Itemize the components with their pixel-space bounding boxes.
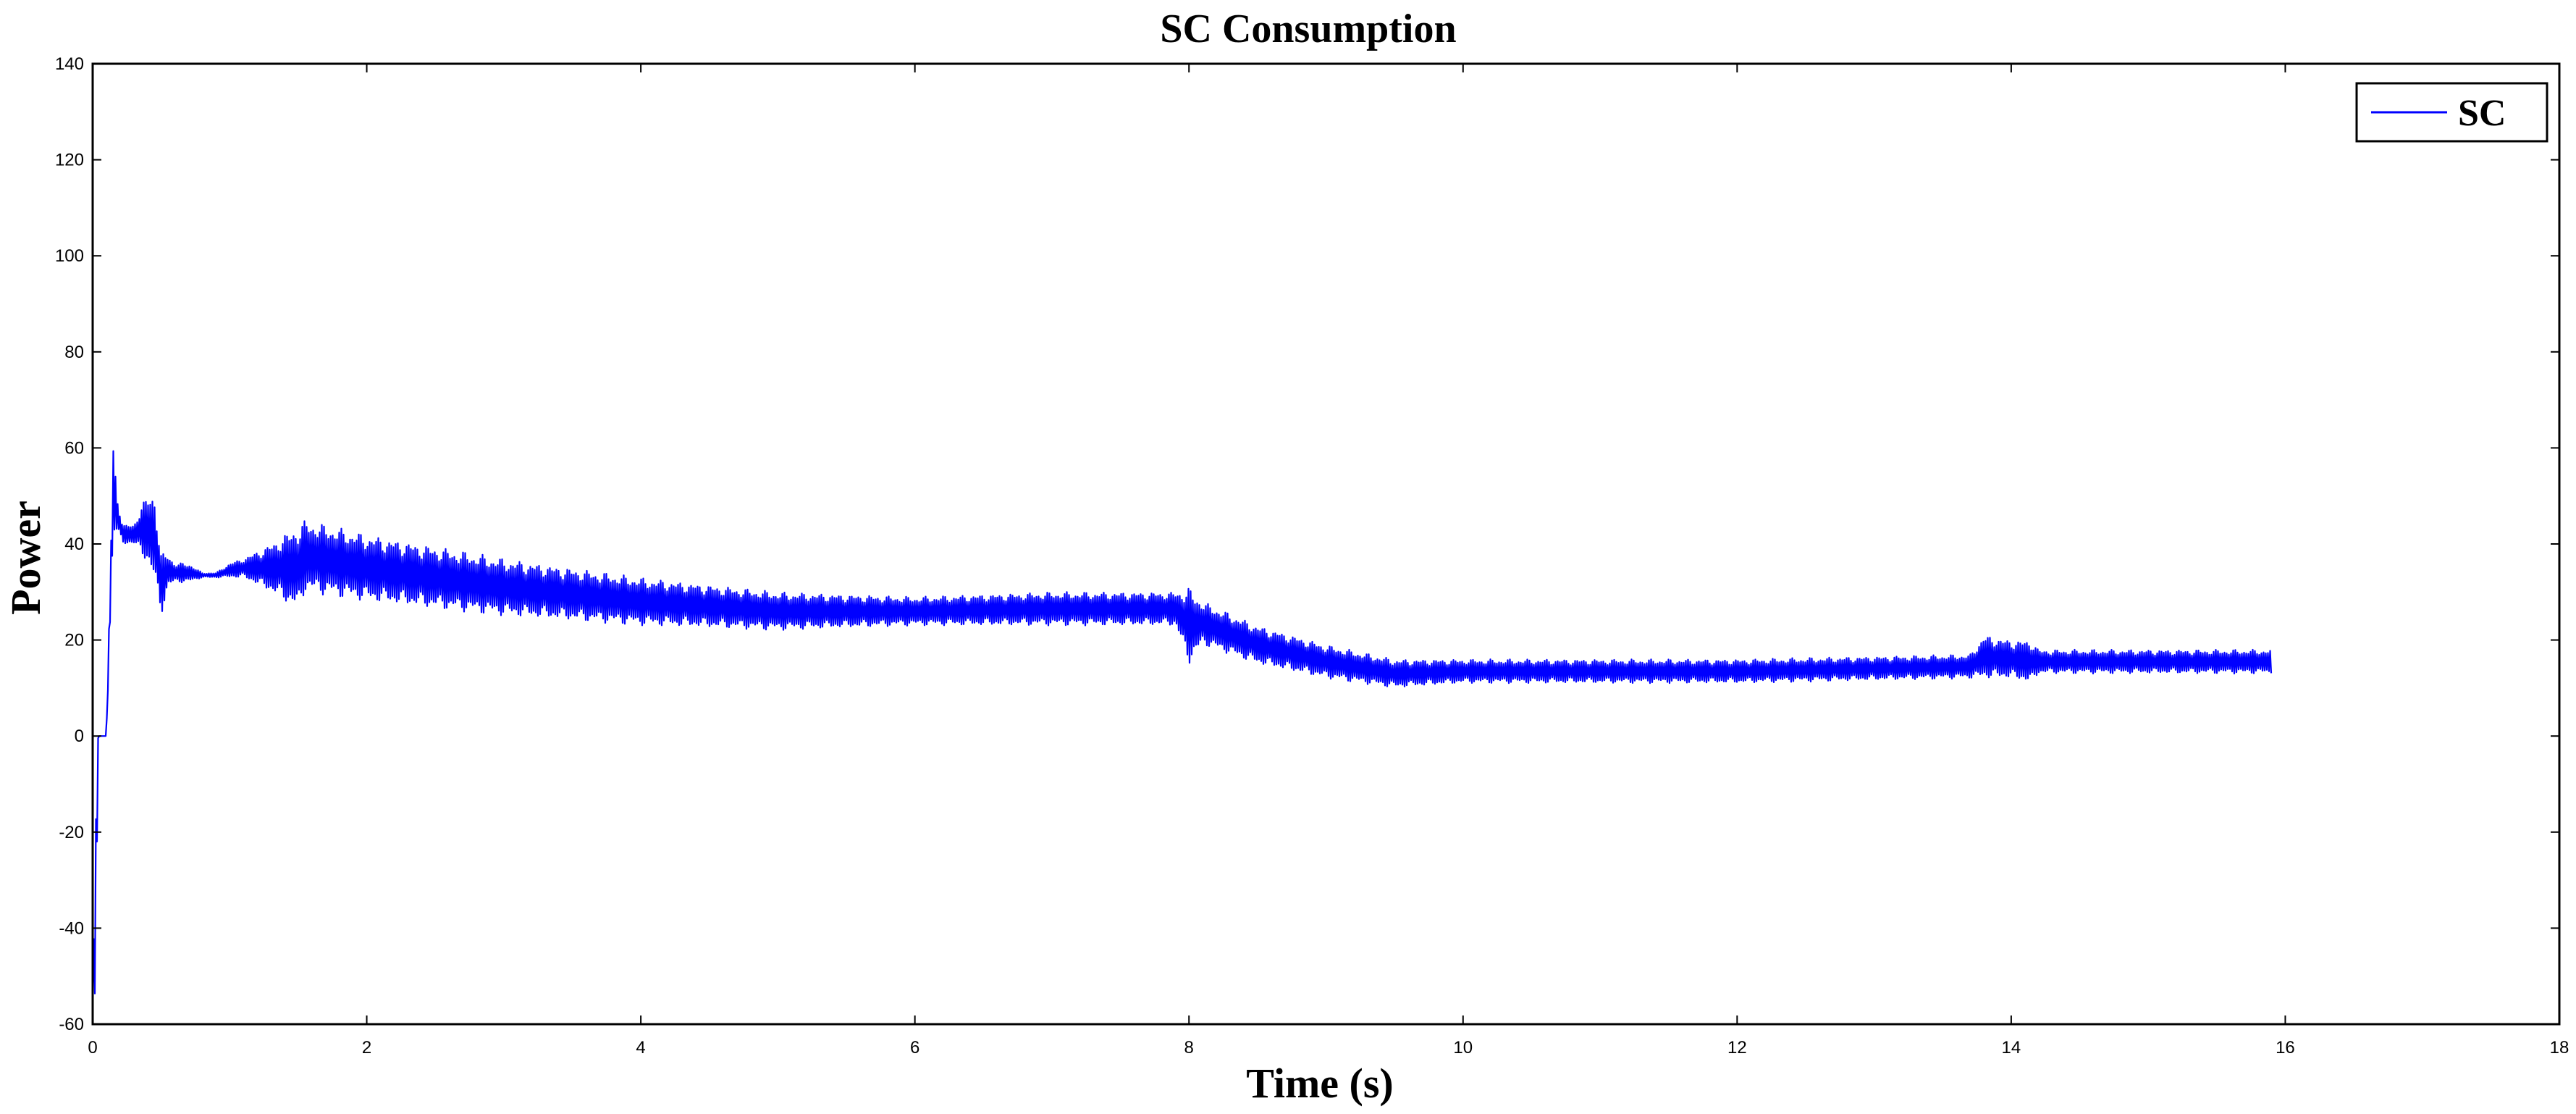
y-tick-label: 80 <box>64 343 84 362</box>
x-tick-label: 10 <box>1453 1038 1473 1058</box>
chart-title: SC Consumption <box>1160 7 1456 51</box>
legend-label-sc: SC <box>2458 93 2506 134</box>
x-tick-label: 14 <box>2002 1038 2021 1058</box>
y-tick-label: 60 <box>64 438 84 458</box>
x-tick-label: 18 <box>2550 1038 2569 1058</box>
x-tick-label: 2 <box>362 1038 371 1058</box>
tick-layer: 0 2 4 6 8 10 12 14 16 18 -60 -40 -20 0 20 40 60 80 100 120 1… <box>55 54 2569 1058</box>
x-tick-label: 4 <box>636 1038 645 1058</box>
y-tick-label: 0 <box>75 726 84 746</box>
x-axis-label: Time (s) <box>1246 1060 1394 1107</box>
y-axis-label: Power <box>2 501 49 615</box>
y-tick-label: 140 <box>55 54 84 74</box>
y-tick-label: 20 <box>64 631 84 650</box>
y-tick-label: 40 <box>64 535 84 554</box>
x-tick-label: 12 <box>1727 1038 1747 1058</box>
x-tick-label: 0 <box>88 1038 97 1058</box>
x-tick-label: 6 <box>910 1038 919 1058</box>
legend: SC <box>2355 82 2548 143</box>
y-tick-label: -20 <box>59 823 84 842</box>
y-tick-label: -40 <box>59 918 84 938</box>
y-tick-label: -60 <box>59 1015 84 1034</box>
y-tick-label: 120 <box>55 151 84 170</box>
series-layer <box>93 450 2273 1000</box>
series-line-sc <box>93 450 2273 1000</box>
y-tick-label: 100 <box>55 246 84 266</box>
x-tick-label: 8 <box>1184 1038 1194 1058</box>
x-tick-label: 16 <box>2276 1038 2295 1058</box>
